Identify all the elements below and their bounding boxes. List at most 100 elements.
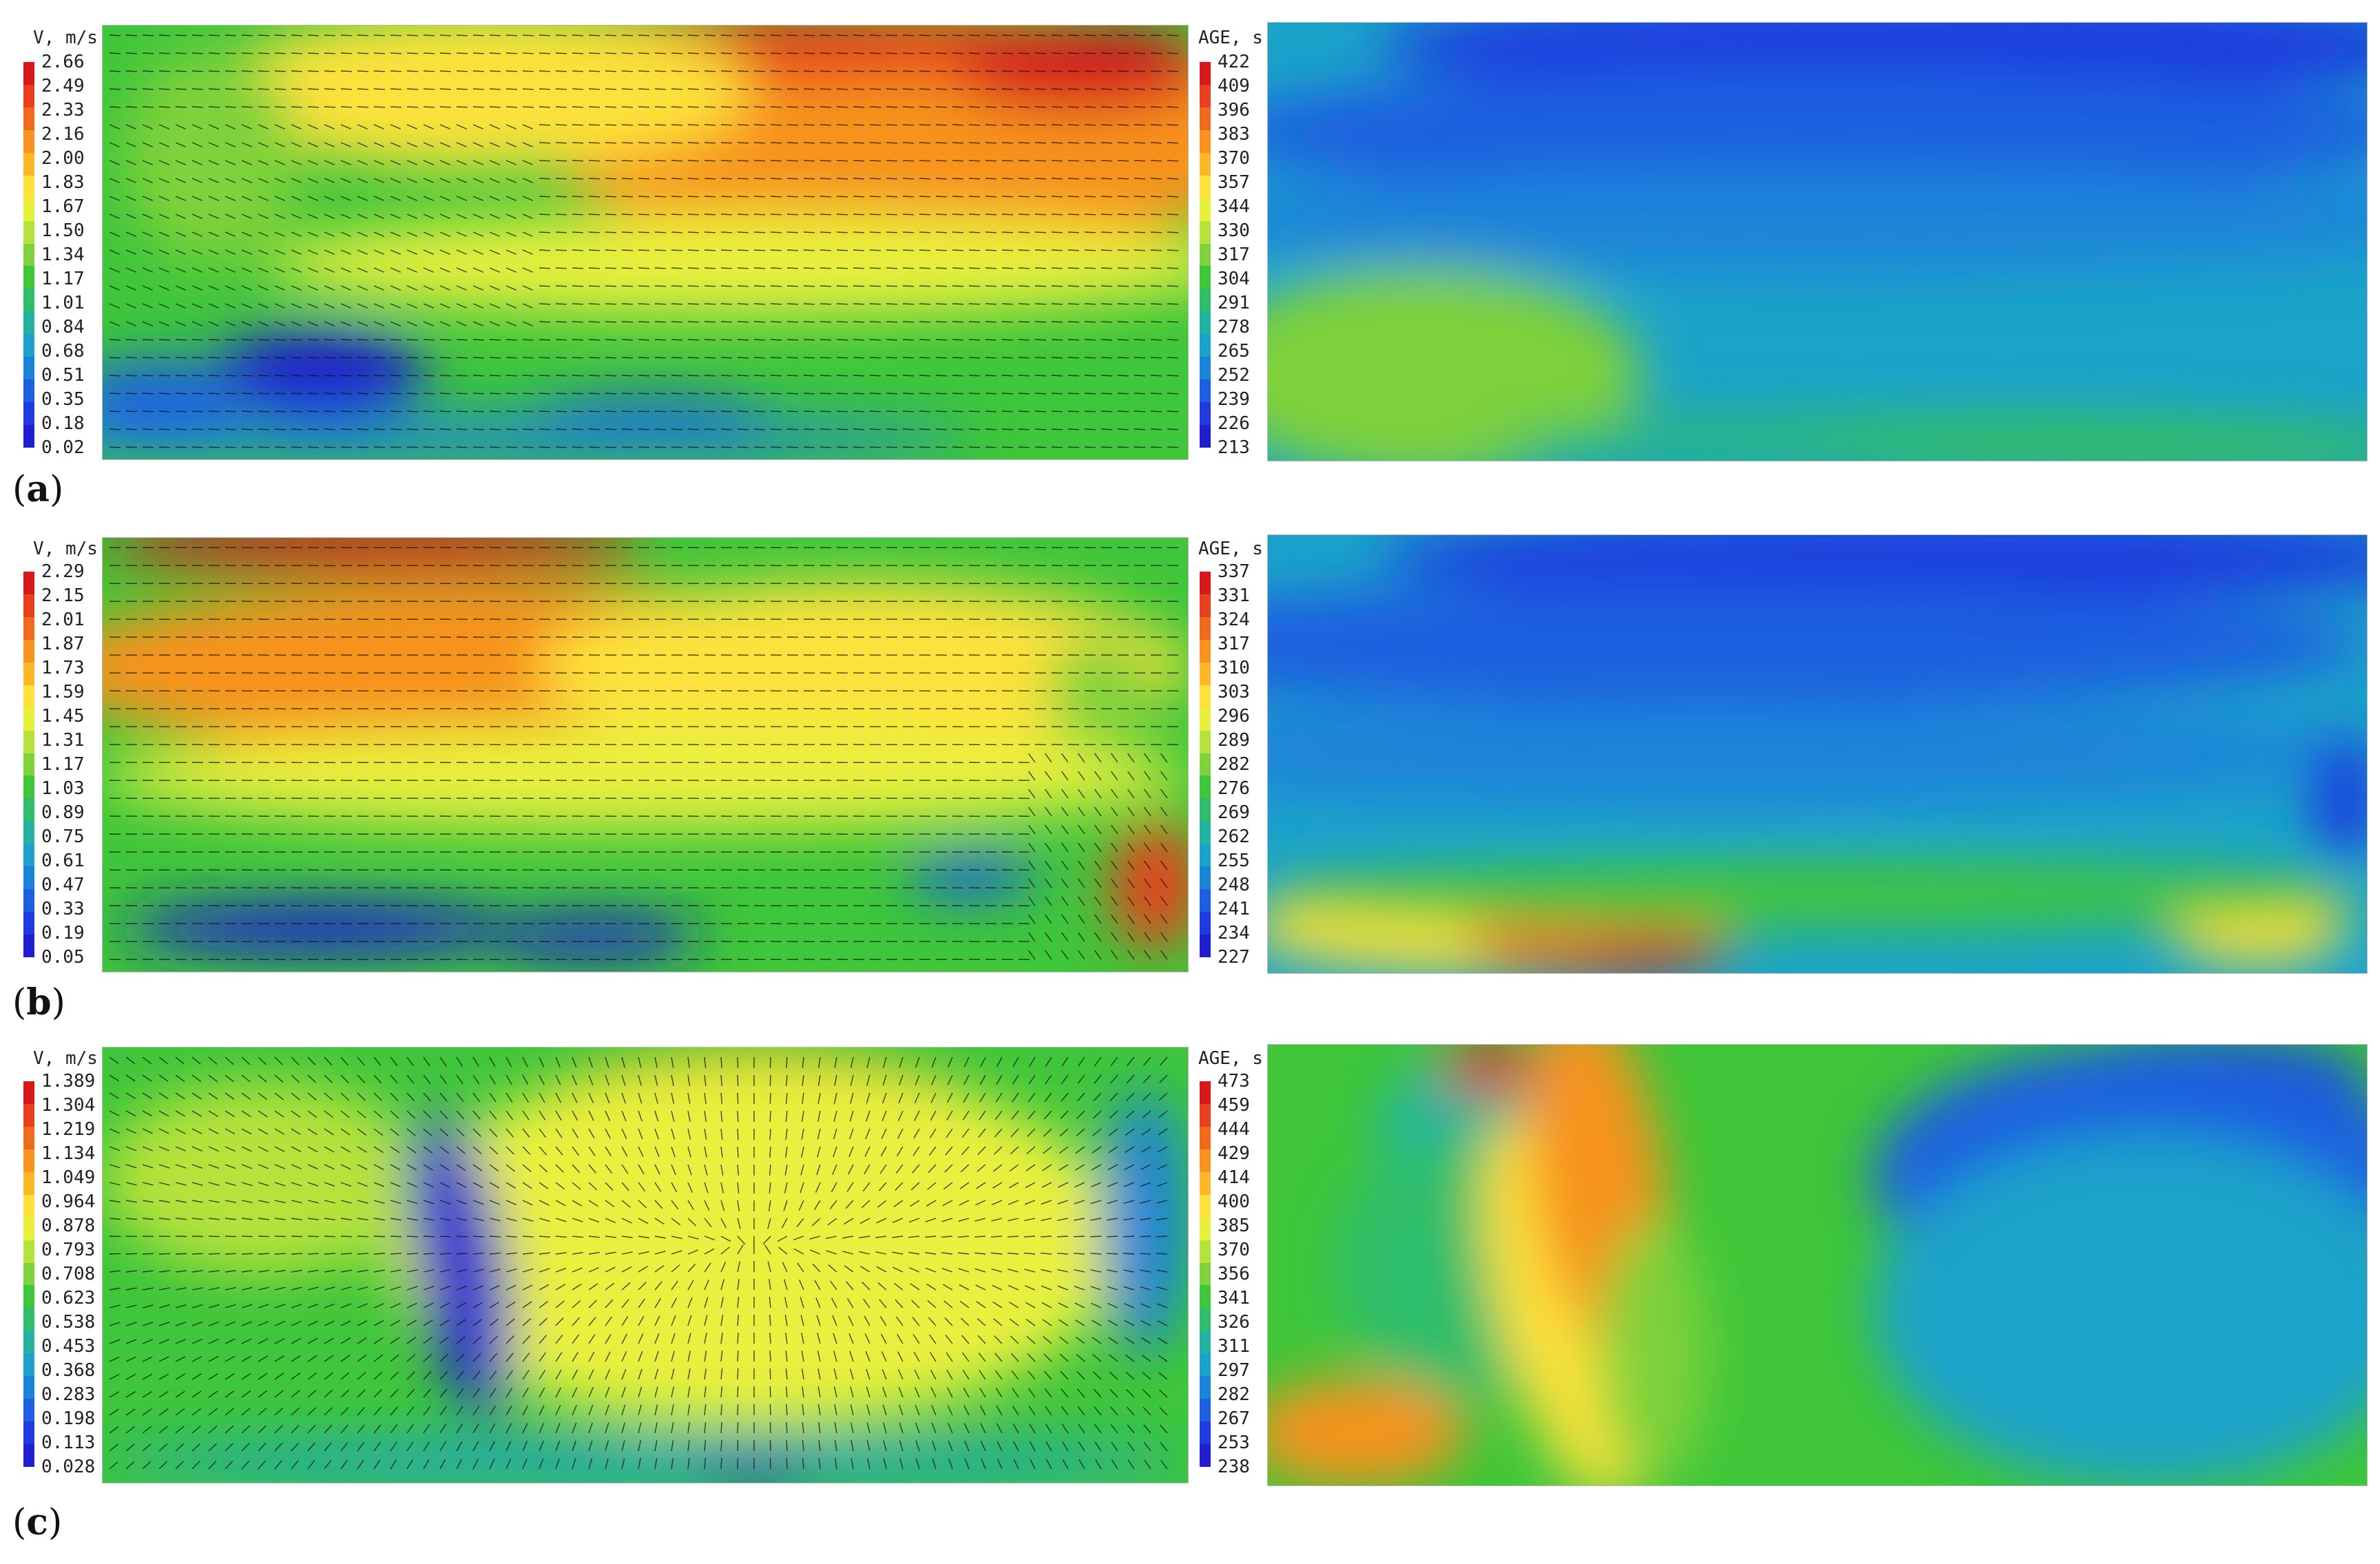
colorbar-segment: [1200, 662, 1211, 686]
velocity-vectors: [109, 547, 1179, 961]
velocity-legend-title: V, m/s: [33, 539, 98, 559]
velocity-tick-label: 0.113: [41, 1432, 96, 1453]
age-colorbar: [1200, 1081, 1211, 1468]
age-tick-label: 255: [1218, 851, 1250, 871]
colorbar-segment: [23, 753, 34, 776]
contour-region: [1268, 167, 2367, 273]
colorbar-segment: [23, 707, 34, 731]
colorbar-segment: [23, 129, 34, 154]
row-label-a: (a): [12, 468, 64, 510]
velocity-tick-label: 0.538: [41, 1312, 96, 1333]
colorbar-segment: [1200, 753, 1211, 776]
colorbar-segment: [1200, 798, 1211, 822]
age-tick-label: 396: [1218, 100, 1250, 121]
colorbar-segment: [1200, 311, 1211, 335]
age-tick-label: 383: [1218, 124, 1250, 145]
age-tick-label: 262: [1218, 826, 1250, 847]
age-tick-label: 344: [1218, 196, 1250, 217]
colorbar-segment: [23, 425, 34, 448]
velocity-tick-label: 2.01: [41, 609, 85, 630]
colorbar-segment: [1200, 572, 1211, 595]
contour-region: [1443, 1045, 1532, 1094]
contour-region: [906, 854, 1036, 898]
colorbar-segment: [23, 334, 34, 357]
colorbar-segment: [1200, 1194, 1211, 1218]
velocity-tick-label: 0.368: [41, 1360, 96, 1381]
velocity-tick-label: 0.47: [41, 875, 85, 895]
colorbar-segment: [1200, 1308, 1211, 1331]
colorbar-segment: [1200, 1285, 1211, 1308]
age-tick-label: 473: [1218, 1071, 1250, 1092]
colorbar-segment: [1200, 379, 1211, 403]
colorbar-segment: [1200, 402, 1211, 426]
contour-region: [265, 211, 1188, 317]
velocity-tick-label: 1.389: [41, 1071, 96, 1092]
colorbar-segment: [23, 866, 34, 890]
contour-region: [103, 359, 244, 429]
contour-region: [410, 1114, 512, 1416]
age-tick-label: 213: [1218, 437, 1250, 458]
age-tick-label: 459: [1218, 1095, 1250, 1116]
colorbar-segment: [23, 1103, 34, 1127]
velocity-tick-label: 0.028: [41, 1457, 96, 1477]
age-tick-label: 282: [1218, 754, 1250, 775]
colorbar-segment: [1200, 220, 1211, 244]
velocity-tick-label: 0.05: [41, 947, 85, 968]
age-tick-label: 296: [1218, 706, 1250, 727]
velocity-tick-label: 0.623: [41, 1288, 96, 1308]
colorbar-segment: [23, 107, 34, 131]
age-legend-title: AGE, s: [1198, 28, 1263, 48]
colorbar-segment: [1200, 129, 1211, 154]
contour-region: [1872, 1133, 2367, 1485]
age-tick-label: 356: [1218, 1264, 1250, 1284]
colorbar-segment: [23, 62, 34, 85]
contour-field: [1268, 535, 2367, 973]
colorbar-segment: [1200, 84, 1211, 108]
colorbar-segment: [23, 1444, 34, 1468]
colorbar-segment: [23, 198, 34, 222]
age-tick-label: 226: [1218, 413, 1250, 434]
colorbar-segment: [1200, 289, 1211, 312]
age-tick-label: 265: [1218, 341, 1250, 362]
row-c: V, m/s 1.389 1.304 1.219 1.134 1.049 0.964 0.8…: [0, 1033, 2380, 1564]
colorbar-segment: [23, 889, 34, 913]
colorbar-segment: [1200, 152, 1211, 176]
colorbar-segment: [1200, 1171, 1211, 1196]
colorbar-segment: [23, 639, 34, 663]
age-tick-label: 303: [1218, 682, 1250, 702]
contour-region: [482, 915, 700, 959]
velocity-plot: [102, 537, 1189, 972]
colorbar-segment: [23, 1285, 34, 1308]
age-tick-label: 311: [1218, 1336, 1250, 1357]
velocity-tick-label: 0.198: [41, 1408, 96, 1429]
age-tick-label: 234: [1218, 923, 1250, 943]
age-tick-label: 324: [1218, 609, 1250, 630]
colorbar-segment: [23, 662, 34, 686]
colorbar-segment: [1200, 1217, 1211, 1241]
velocity-tick-label: 0.75: [41, 826, 85, 847]
row-b: V, m/s 2.29 2.15 2.01 1.87 1.73 1.59 1.45 1.31 1…: [0, 523, 2380, 1047]
velocity-tick-label: 0.84: [41, 317, 85, 337]
age-tick-label: 267: [1218, 1408, 1250, 1429]
velocity-tick-label: 0.61: [41, 851, 85, 871]
age-tick-label: 289: [1218, 730, 1250, 751]
colorbar-segment: [23, 379, 34, 403]
colorbar-segment: [1200, 198, 1211, 222]
colorbar-segment: [1200, 243, 1211, 267]
age-panel: AGE, s 422 409 396 383 370 357 344 330 317 304 291…: [1191, 0, 2380, 461]
age-tick-label: 248: [1218, 875, 1250, 895]
colorbar-segment: [1200, 1126, 1211, 1150]
age-tick-label: 370: [1218, 1240, 1250, 1260]
colorbar-segment: [1200, 1240, 1211, 1264]
velocity-tick-label: 1.34: [41, 244, 85, 265]
age-tick-label: 317: [1218, 634, 1250, 654]
colorbar-segment: [1200, 1444, 1211, 1468]
colorbar-segment: [23, 243, 34, 267]
colorbar-segment: [23, 175, 34, 199]
colorbar-segment: [23, 1194, 34, 1218]
velocity-tick-label: 0.35: [41, 389, 85, 410]
velocity-vectors: [109, 34, 1179, 448]
age-tick-label: 414: [1218, 1167, 1250, 1188]
colorbar-segment: [23, 1171, 34, 1196]
colorbar-segment: [1200, 775, 1211, 799]
